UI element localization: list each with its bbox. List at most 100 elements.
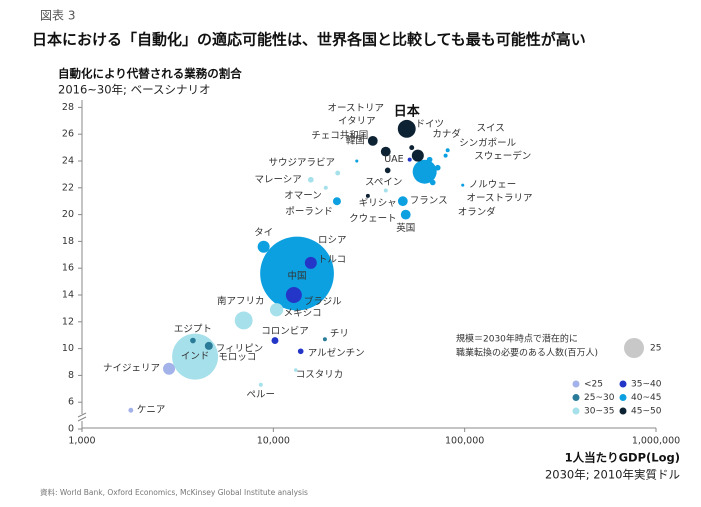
bubble-label: スペイン: [365, 177, 402, 188]
x-tick-label: 100,000: [445, 436, 484, 447]
bubble: [429, 179, 436, 186]
bubble-label: イタリア: [338, 116, 376, 127]
y-tick-label: 14: [62, 290, 74, 301]
bubble: [269, 303, 284, 317]
y-tick-label: 16: [62, 263, 74, 274]
bubble-label: メキシコ: [284, 308, 322, 319]
bubble-label: アルゼンチン: [308, 347, 365, 359]
bubble-label: サウジアラビア: [268, 158, 335, 169]
bubble: [434, 164, 441, 171]
x-axis-subtitle: 2030年; 2010年実質ドル: [545, 468, 680, 482]
bubble: [397, 196, 408, 207]
bubble-label: ナイジェリア: [103, 363, 160, 374]
legend-label: 25~30: [584, 393, 615, 403]
bubble-label: ギリシャ: [359, 198, 397, 209]
bubble-label: フランス: [410, 196, 448, 207]
bubble-label: オーストリア: [327, 103, 384, 114]
y-tick-label: 6: [68, 397, 74, 408]
legend-label: 45~50: [631, 407, 662, 417]
bubble-label: チェコ共和国: [311, 131, 368, 142]
legend-label: 40~45: [631, 393, 661, 403]
bubble-label: 南アフリカ: [217, 295, 265, 307]
bubble-label: タイ: [254, 227, 273, 238]
bubble-label: スウェーデン: [474, 150, 531, 162]
y-tick-label: 10: [62, 343, 74, 354]
bubble-label: コロンビア: [261, 326, 309, 337]
x-tick-label: 10,000: [257, 436, 290, 447]
chart-title: 自動化により代替される業務の割合: [58, 67, 242, 81]
y-tick-label: 24: [62, 156, 74, 167]
legend-label: 30~35: [584, 407, 614, 417]
bubble: [271, 337, 279, 345]
bubble: [409, 145, 415, 151]
y-tick-label: 0: [68, 424, 74, 435]
bubble: [307, 176, 314, 183]
bubble-label: マレーシア: [255, 174, 302, 185]
bubble: [355, 159, 359, 163]
bubble: [210, 354, 215, 359]
legend-swatch: [572, 407, 580, 415]
bubble: [295, 237, 312, 254]
x-axis-title: 1人当たりGDP(Log): [565, 451, 680, 465]
size-legend-bubble: [624, 338, 644, 358]
bubble: [190, 337, 196, 344]
y-tick-label: 22: [62, 182, 74, 193]
x-tick-label: 1,000,000: [632, 436, 680, 447]
bubble-label: フィリピン: [216, 343, 263, 354]
chart-subtitle: 2016~30年; ベースシナリオ: [58, 83, 211, 97]
legend-label: <25: [584, 380, 603, 390]
bubble: [384, 167, 391, 174]
bubble: [234, 311, 253, 330]
bubble: [407, 157, 412, 162]
bubble-label: 中国: [288, 270, 307, 282]
legend-swatch: [619, 407, 627, 415]
bubble: [304, 256, 317, 269]
bubble: [411, 149, 424, 162]
bubble: [285, 287, 302, 303]
bubble-label: エジプト: [174, 324, 212, 335]
bubble: [258, 382, 263, 387]
axis-break: [77, 412, 87, 422]
y-tick-label: 20: [62, 209, 74, 220]
bubble: [461, 183, 465, 187]
size-legend-line: 職業転換の必要のある人数(百万人): [456, 347, 598, 359]
legend-swatch: [619, 380, 627, 388]
bubble: [260, 236, 334, 311]
bubble-label: オーストラリア: [467, 193, 533, 204]
bubble: [335, 170, 341, 176]
figure-label: 図表 3: [40, 9, 75, 23]
bubble: [293, 368, 298, 372]
source-note: 資料: World Bank, Oxford Economics, McKins…: [40, 487, 308, 497]
bubble: [257, 240, 270, 253]
bubble-label: インド: [181, 351, 210, 362]
y-tick-label: 28: [62, 102, 74, 113]
bubble: [128, 407, 134, 413]
bubble-label: 日本: [394, 103, 420, 119]
bubble: [380, 146, 391, 157]
size-legend-line: 規模＝2030年時点で潜在的に: [456, 333, 578, 345]
headline: 日本における「自動化」の適応可能性は、世界各国と比較しても最も可能性が高い: [32, 31, 586, 49]
bubble: [445, 148, 450, 153]
bubble: [163, 362, 176, 375]
bubble-label: コスタリカ: [296, 370, 344, 381]
bubble: [297, 348, 304, 355]
bubble-label: トルコ: [318, 254, 346, 265]
bubble: [443, 153, 448, 158]
bubble: [365, 193, 370, 198]
bubble: [423, 175, 430, 182]
bubble-label: オマーン: [284, 190, 322, 201]
bubble-label: ペルー: [247, 389, 276, 400]
bubble-label: ロシア: [318, 235, 347, 246]
x-tick-label: 1,000: [68, 436, 95, 447]
bubble-label: シンガポール: [459, 138, 517, 149]
bubble-label: チリ: [330, 329, 349, 340]
bubble-label: ドイツ: [416, 119, 445, 130]
legend-swatch: [572, 394, 580, 401]
bubble-label: ポーランド: [285, 207, 333, 218]
legend-swatch: [572, 380, 580, 388]
legend-label: 35~40: [631, 380, 662, 390]
bubble: [322, 337, 327, 342]
y-tick-label: 8: [68, 370, 74, 381]
y-tick-label: 12: [62, 316, 74, 327]
